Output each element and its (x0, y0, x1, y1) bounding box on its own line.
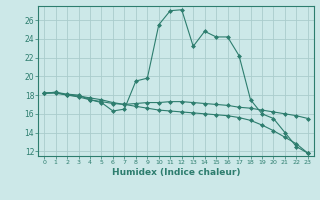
X-axis label: Humidex (Indice chaleur): Humidex (Indice chaleur) (112, 168, 240, 177)
